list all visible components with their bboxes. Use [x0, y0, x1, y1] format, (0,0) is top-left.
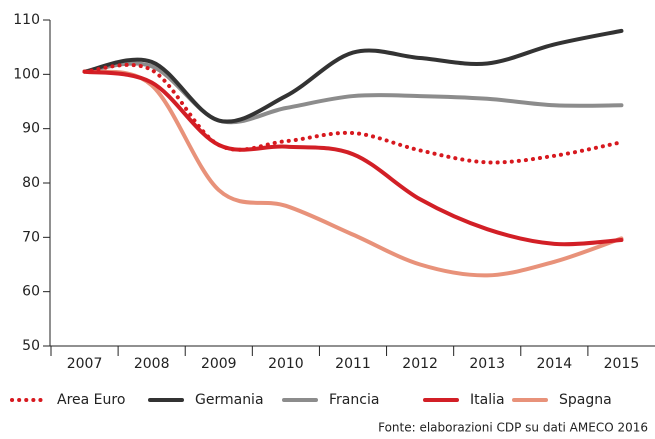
legend-label: Italia — [470, 392, 505, 408]
y-tick-label: 70 — [22, 229, 40, 245]
x-tick-label: 2010 — [268, 356, 304, 372]
x-tick-label: 2009 — [201, 356, 237, 372]
x-tick-label: 2011 — [335, 356, 371, 372]
x-tick-label: 2008 — [134, 356, 170, 372]
legend-label: Spagna — [559, 392, 612, 408]
x-tick-label: 2014 — [537, 356, 573, 372]
y-tick-label: 50 — [22, 338, 40, 354]
series-line — [82, 28, 624, 124]
y-tick-label: 80 — [22, 175, 40, 191]
y-tick-label: 100 — [13, 66, 40, 82]
series-line — [82, 69, 624, 247]
y-tick-label: 60 — [22, 284, 40, 300]
legend-label: Area Euro — [57, 392, 125, 408]
source-note: Fonte: elaborazioni CDP su dati AMECO 20… — [378, 421, 648, 435]
legend-label: Francia — [329, 392, 379, 408]
legend-label: Germania — [195, 392, 264, 408]
series-line — [82, 62, 624, 165]
y-tick-label: 90 — [22, 121, 40, 137]
x-tick-label: 2013 — [469, 356, 505, 372]
x-tick-label: 2007 — [67, 356, 103, 372]
y-tick-label: 110 — [13, 12, 40, 28]
x-tick-label: 2012 — [402, 356, 438, 372]
series-line — [82, 61, 624, 125]
series-line — [82, 69, 624, 278]
x-tick-label: 2015 — [604, 356, 640, 372]
